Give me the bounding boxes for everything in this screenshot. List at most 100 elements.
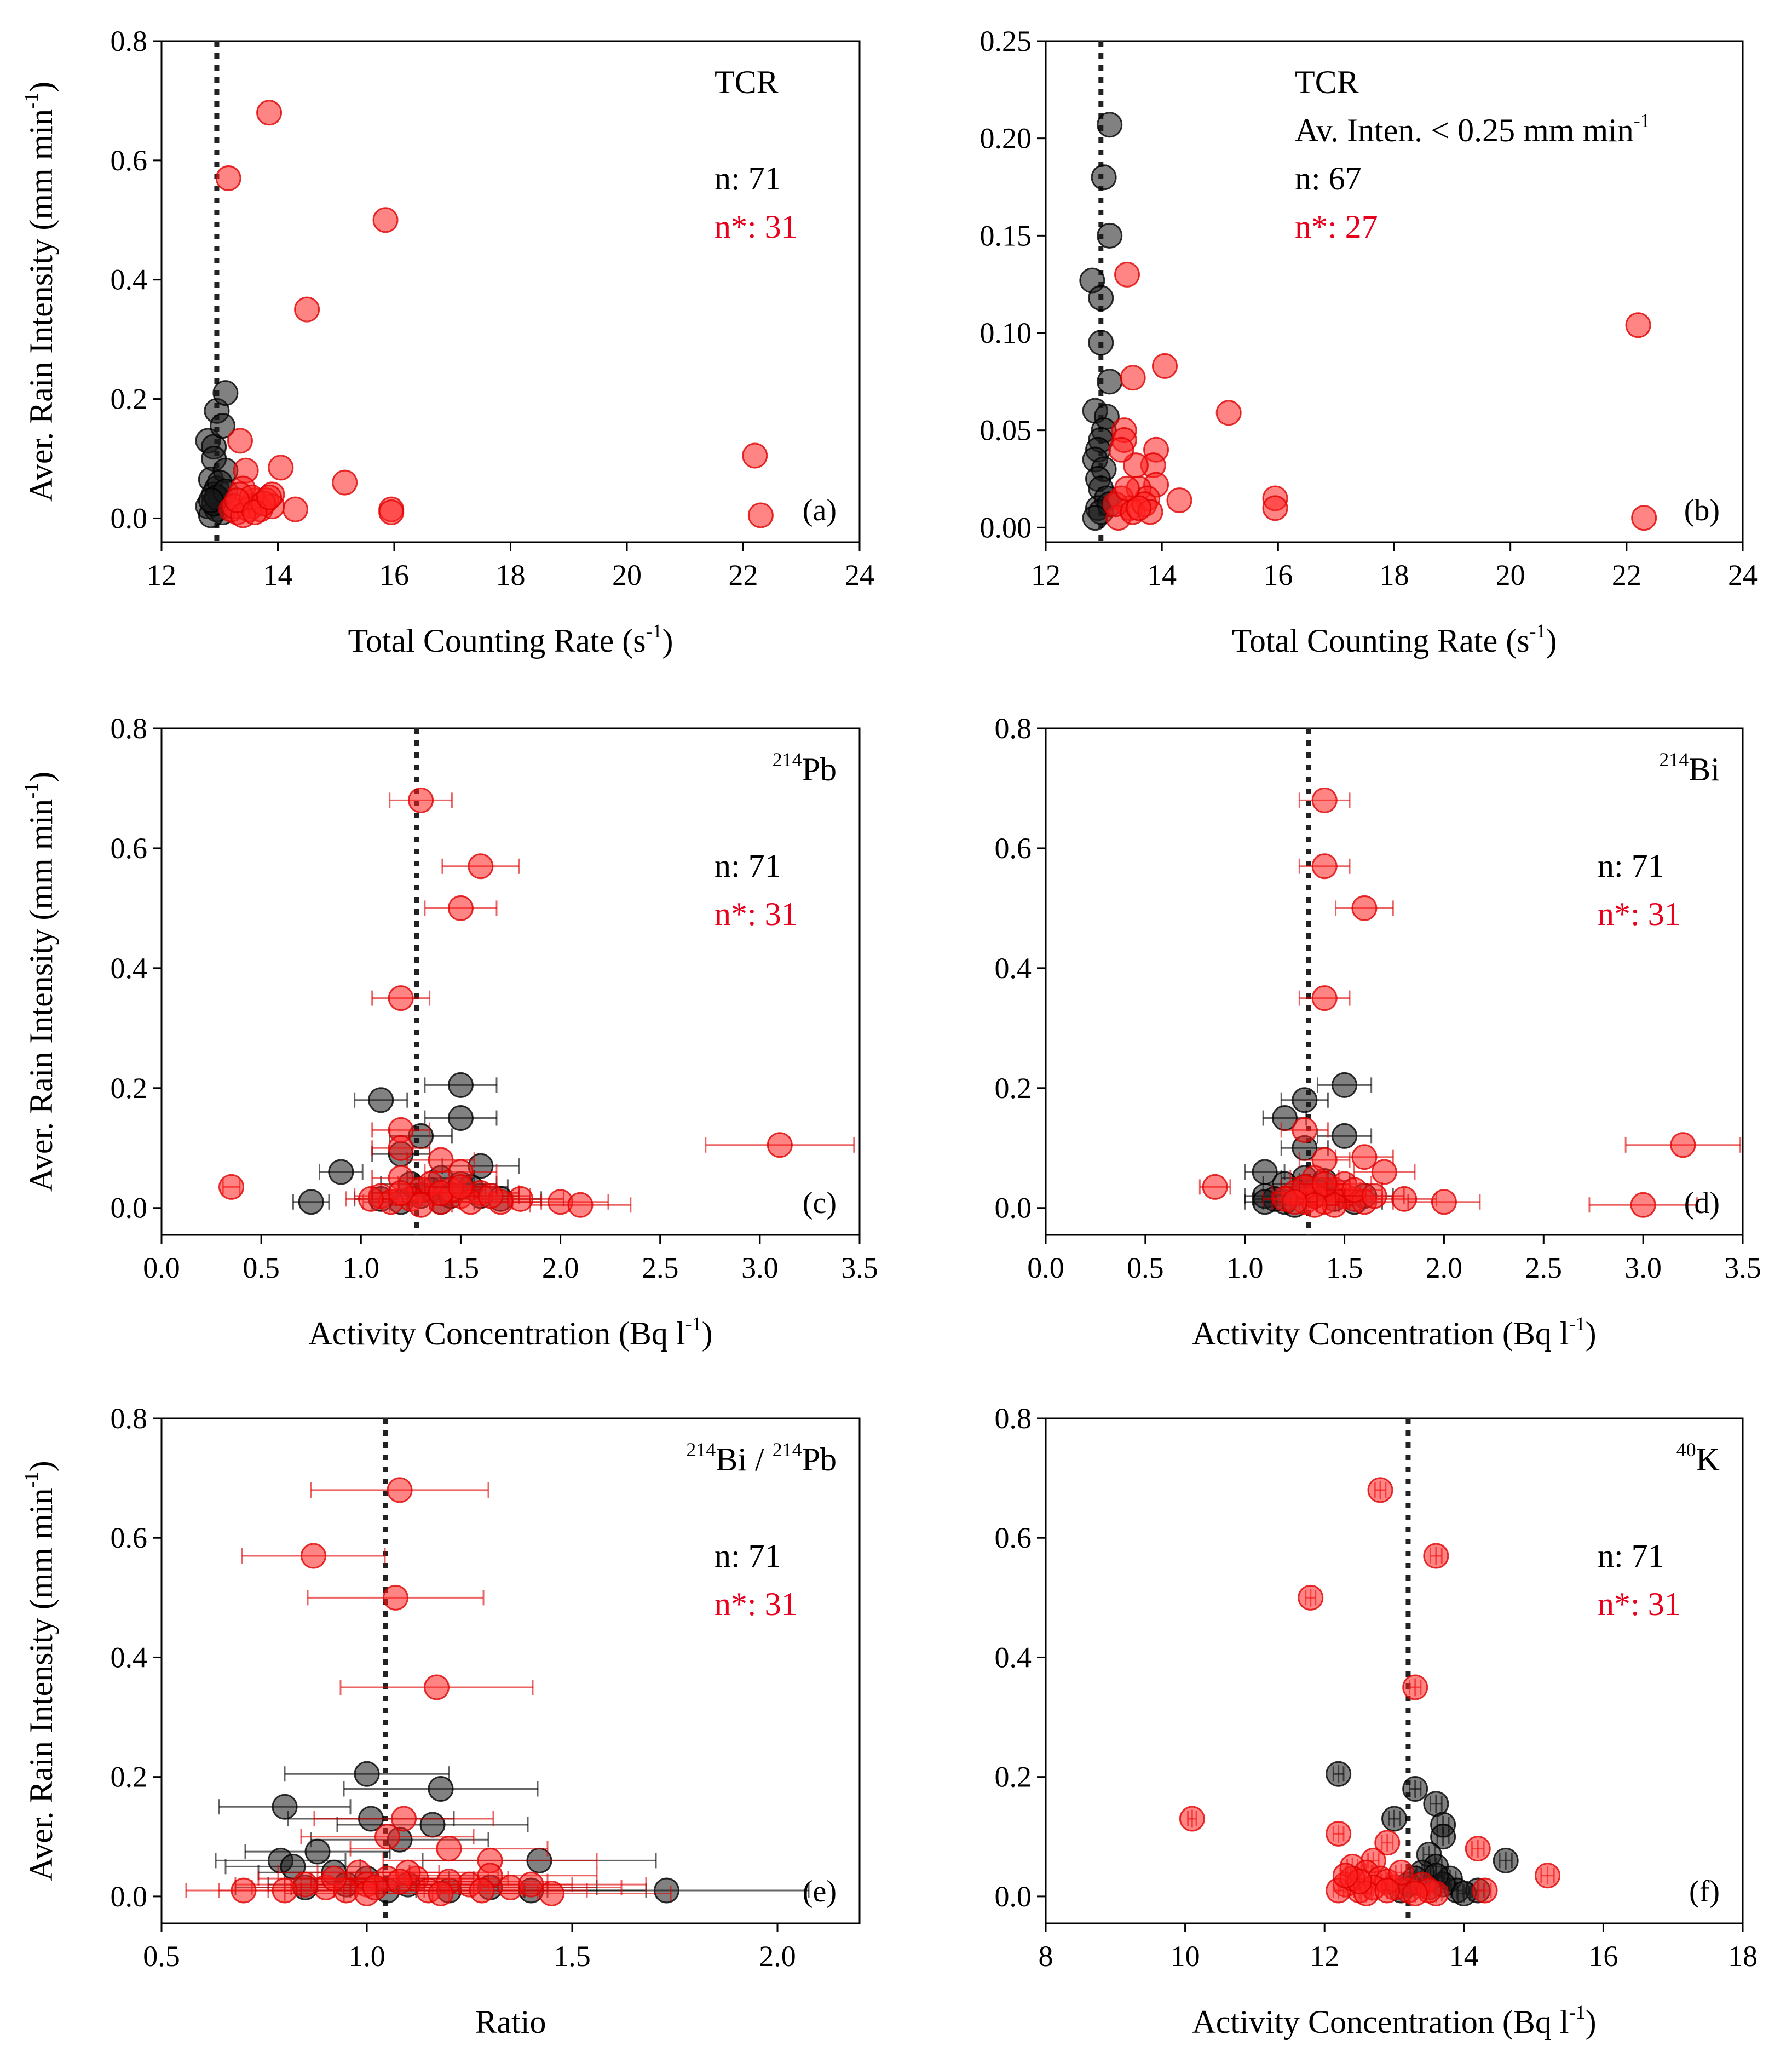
x-tick-label: 14: [1449, 1940, 1479, 1973]
x-tick-label: 2.5: [642, 1251, 679, 1284]
data-point: [1166, 487, 1192, 514]
data-point: [447, 1072, 474, 1098]
data-point: [1351, 895, 1378, 921]
data-point: [1361, 1183, 1387, 1209]
data-point: [1630, 1192, 1656, 1218]
data-point: [227, 428, 253, 454]
data-point: [1535, 1863, 1561, 1889]
annotation: n: 71: [715, 848, 781, 884]
annotation: TCR: [715, 64, 779, 100]
data-point: [374, 1824, 400, 1850]
data-point: [1402, 1775, 1428, 1802]
y-tick-label: 0.4: [995, 952, 1032, 985]
series-red: [1198, 787, 1742, 1218]
data-point: [1311, 787, 1338, 813]
data-point: [1465, 1836, 1491, 1862]
y-tick-label: 0.2: [111, 383, 148, 416]
data-point: [1097, 112, 1123, 138]
y-tick-label: 0.0: [995, 1880, 1032, 1913]
y-axis-label: Aver. Rain Intensity (mm min-1): [20, 772, 59, 1192]
data-point: [742, 442, 768, 469]
data-point: [1670, 1132, 1696, 1158]
x-tick-label: 1.5: [554, 1940, 591, 1973]
panel-letter: (b): [1684, 493, 1720, 527]
x-axis-label: Activity Concentration (Bq l-1): [308, 1313, 712, 1352]
data-point: [1088, 285, 1114, 311]
y-tick-label: 0.8: [111, 1402, 148, 1435]
data-point: [1151, 353, 1178, 379]
y-tick-label: 0.00: [980, 511, 1032, 544]
data-point: [1472, 1877, 1498, 1904]
y-axis-label: Aver. Rain Intensity (mm min-1): [20, 1461, 59, 1881]
annotation: 214Pb: [773, 749, 837, 788]
annotation: n: 71: [715, 1538, 781, 1574]
x-tick-label: 12: [147, 559, 176, 591]
data-point: [428, 1880, 454, 1906]
data-point: [1097, 369, 1123, 395]
y-tick-label: 0.8: [995, 1402, 1032, 1435]
annotation: n: 71: [715, 160, 781, 197]
series-black: [1079, 112, 1123, 531]
data-point: [1351, 1144, 1378, 1170]
x-tick-label: 1.5: [1326, 1251, 1363, 1284]
y-tick-label: 0.6: [111, 144, 148, 177]
x-tick-label: 20: [1496, 559, 1525, 591]
plot-frame: [1045, 1417, 1744, 1924]
data-point: [1108, 436, 1134, 463]
data-point: [1493, 1847, 1519, 1873]
x-tick-label: 2.5: [1525, 1251, 1563, 1284]
series-red: [185, 1477, 672, 1906]
panel-d: 0.0 0.5 1.0 1.5 2.0 2.5 3.0 3.5 0.0 0.2 0.4 0.6 0.8 A…: [995, 712, 1761, 1352]
data-point: [1371, 1159, 1397, 1185]
y-tick-label: 0.4: [111, 1641, 148, 1674]
annotation: 40K: [1676, 1439, 1720, 1478]
panel-b: 12 14 16 18 20 22 24 0.00 0.05 0.10 0.15 0.20 0.25 To…: [980, 25, 1758, 659]
data-point: [567, 1192, 594, 1218]
x-tick-label: 24: [845, 559, 874, 591]
y-tick-label: 0.8: [995, 712, 1032, 745]
panel-letter: (d): [1684, 1186, 1720, 1220]
data-point: [1332, 1072, 1358, 1098]
x-tick-label: 3.5: [841, 1251, 878, 1284]
y-tick-label: 0.2: [995, 1761, 1032, 1794]
data-point: [1114, 261, 1140, 288]
series-red: [1102, 261, 1657, 531]
y-tick-label: 0.25: [980, 25, 1032, 58]
data-point: [231, 1877, 257, 1904]
data-point: [468, 853, 494, 880]
plot-frame: [160, 1417, 861, 1924]
data-point: [298, 1189, 324, 1215]
data-point: [210, 413, 236, 439]
data-point: [1326, 1820, 1352, 1847]
annotation: 214Bi / 214Pb: [686, 1439, 837, 1478]
data-point: [388, 1180, 414, 1206]
x-tick-label: 3.0: [741, 1251, 779, 1284]
data-point: [1625, 312, 1651, 338]
x-tick-label: 3.0: [1624, 1251, 1662, 1284]
data-point: [321, 1865, 347, 1892]
annotation: n: 71: [1598, 1538, 1664, 1574]
data-point: [272, 1794, 298, 1820]
y-tick-label: 0.6: [995, 1521, 1032, 1554]
data-point: [1298, 1584, 1324, 1611]
panel-letter: (c): [803, 1186, 837, 1220]
data-point: [282, 496, 308, 522]
data-point: [1126, 495, 1152, 521]
data-point: [1381, 1806, 1407, 1832]
y-tick-label: 0.8: [111, 712, 148, 745]
x-tick-label: 2.0: [542, 1251, 579, 1284]
panel-letter: (a): [803, 493, 837, 527]
x-axis-label: Activity Concentration (Bq l-1): [1192, 2001, 1596, 2040]
annotation: Av. Inten. < 0.25 mm min-1: [1295, 110, 1650, 148]
data-point: [424, 1674, 450, 1700]
annotation: TCR: [1295, 64, 1359, 100]
data-point: [1097, 222, 1123, 249]
x-tick-label: 10: [1171, 1940, 1200, 1973]
x-axis-label: Total Counting Rate (s-1): [1231, 620, 1557, 659]
x-axis-label: Activity Concentration (Bq l-1): [1192, 1313, 1596, 1352]
data-point: [1202, 1174, 1228, 1200]
data-point: [218, 1174, 244, 1200]
x-tick-label: 16: [1263, 559, 1293, 591]
x-tick-label: 22: [1612, 559, 1641, 591]
annotation: n: 67: [1295, 160, 1362, 197]
